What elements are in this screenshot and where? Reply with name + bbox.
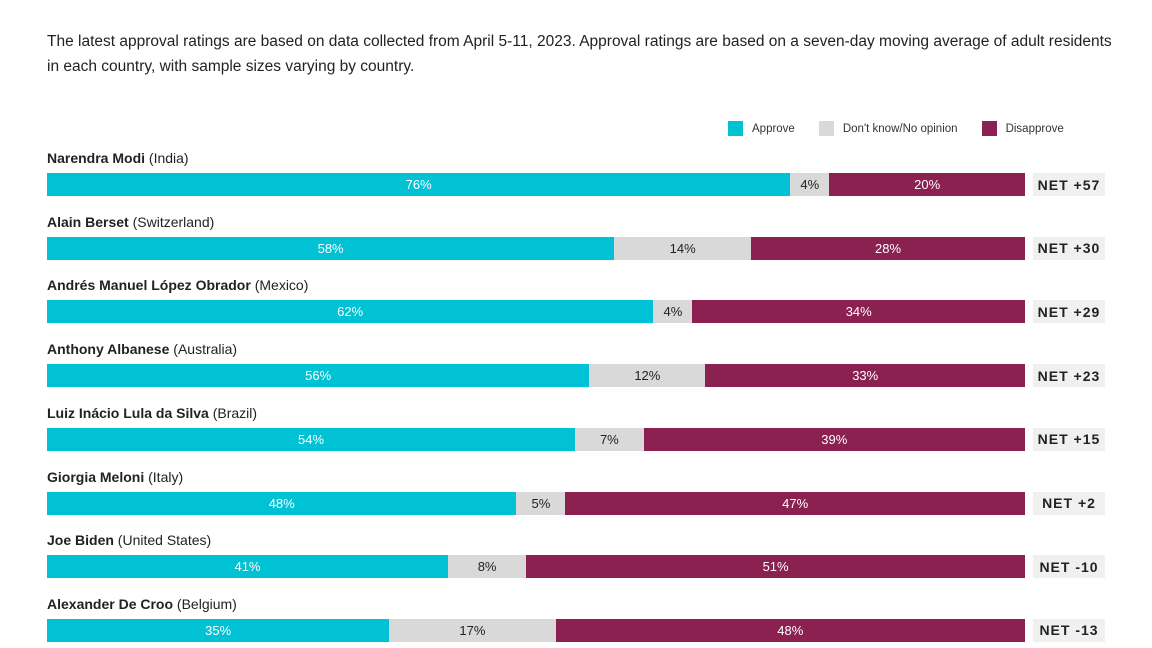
legend-swatch xyxy=(818,121,834,136)
bar-segment-approve: 54% xyxy=(47,427,576,451)
bar-segment-approve: 35% xyxy=(47,618,390,642)
chart-row: Joe Biden (United States) 41% 8% 51% NET -10 xyxy=(47,532,1107,592)
chart-row: Giorgia Meloni (Italy) 48% 5% 47% NET +2 xyxy=(47,469,1107,529)
leader-name: Anthony Albanese (Australia) xyxy=(47,341,238,358)
stacked-bar: 76% 4% 20% xyxy=(47,173,1025,196)
chart-row: Anthony Albanese (Australia) 56% 12% 33% NET… xyxy=(47,341,1107,401)
bar-segment-disapprove: 48% xyxy=(555,618,1025,642)
net-label: NET -13 xyxy=(1033,618,1105,642)
legend-swatch xyxy=(981,121,997,136)
bar-segment-disapprove: 33% xyxy=(705,364,1025,388)
leader-name: Alexander De Croo (Belgium) xyxy=(47,595,237,612)
leader-name: Narendra Modi (India) xyxy=(47,150,189,166)
stacked-bar: 54% 7% 39% xyxy=(47,427,1025,451)
stacked-bar: 48% 5% 47% xyxy=(47,491,1025,515)
chart-row: Alexander De Croo (Belgium) 35% 17% 48% NET … xyxy=(47,596,1107,648)
bar-segment-disapprove: 34% xyxy=(692,300,1025,324)
bar-segment-approve: 48% xyxy=(47,491,517,515)
stacked-bar: 41% 8% 51% xyxy=(47,555,1025,579)
bar-segment-disapprove: 39% xyxy=(643,427,1025,451)
bar-segment-dk: 4% xyxy=(653,300,693,324)
bar-segment-approve: 56% xyxy=(47,364,590,388)
bar-segment-dk: 12% xyxy=(589,364,706,388)
chart-row: Andrés Manuel López Obrador (Mexico) 62% 4… xyxy=(47,277,1107,337)
legend-label: Disapprove xyxy=(1005,122,1064,135)
legend-item: Approve xyxy=(728,121,795,136)
leader-name: Giorgia Meloni (Italy) xyxy=(47,468,184,485)
leader-name: Joe Biden (United States) xyxy=(47,532,212,549)
bar-segment-approve: 76% xyxy=(47,173,791,196)
net-label: NET +29 xyxy=(1033,300,1105,324)
bar-segment-dk: 5% xyxy=(516,491,566,515)
net-label: NET +2 xyxy=(1033,491,1105,515)
bar-segment-disapprove: 20% xyxy=(829,173,1025,196)
stacked-bar: 62% 4% 34% xyxy=(47,300,1025,324)
net-label: NET +23 xyxy=(1033,364,1105,388)
bar-segment-approve: 58% xyxy=(47,236,615,260)
bar-segment-dk: 4% xyxy=(790,173,830,196)
bar-segment-dk: 14% xyxy=(614,236,752,260)
stacked-bar: 35% 17% 48% xyxy=(47,618,1025,642)
leader-name: Andrés Manuel López Obrador (Mexico) xyxy=(47,277,309,294)
net-label: NET +15 xyxy=(1033,427,1105,451)
leader-name: Alain Berset (Switzerland) xyxy=(47,213,215,230)
bar-segment-dk: 7% xyxy=(575,427,644,451)
net-label: NET +30 xyxy=(1033,236,1105,260)
chart-row: Narendra Modi (India) 76% 4% 20% NET +57 xyxy=(47,150,1107,210)
bar-segment-disapprove: 47% xyxy=(565,491,1025,515)
legend-label: Approve xyxy=(752,122,795,135)
leader-name: Luiz Inácio Lula da Silva (Brazil) xyxy=(47,404,258,421)
bar-segment-dk: 8% xyxy=(447,555,527,579)
bar-segment-dk: 17% xyxy=(389,618,556,642)
bar-segment-approve: 41% xyxy=(47,555,448,579)
net-label: NET -10 xyxy=(1033,555,1105,579)
legend-item: Disapprove xyxy=(981,121,1064,136)
legend-swatch xyxy=(728,121,743,136)
legend-label: Don't know/No opinion xyxy=(842,122,958,135)
stacked-bar: 56% 12% 33% xyxy=(47,364,1025,388)
stacked-bar: 58% 14% 28% xyxy=(47,236,1025,260)
chart-row: Alain Berset (Switzerland) 58% 14% 28% NET +… xyxy=(47,214,1107,274)
net-label: NET +57 xyxy=(1033,173,1105,196)
bar-segment-disapprove: 28% xyxy=(751,236,1025,260)
legend: Approve Don't know/No opinion Disapprove xyxy=(728,121,1088,136)
intro-text: The latest approval ratings are based on… xyxy=(47,33,1112,75)
chart-row: Luiz Inácio Lula da Silva (Brazil) 54% 7% 3… xyxy=(47,405,1107,465)
legend-item: Don't know/No opinion xyxy=(818,121,958,136)
bar-segment-disapprove: 51% xyxy=(526,555,1025,579)
bar-segment-approve: 62% xyxy=(47,300,654,324)
